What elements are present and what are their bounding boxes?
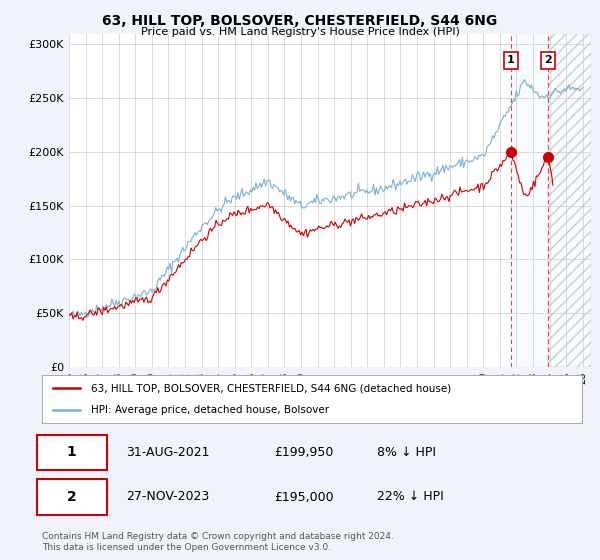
FancyBboxPatch shape [37, 479, 107, 515]
Bar [511, 34, 548, 367]
Text: £195,000: £195,000 [274, 491, 334, 503]
Text: £199,950: £199,950 [274, 446, 334, 459]
Text: 31-AUG-2021: 31-AUG-2021 [126, 446, 209, 459]
Text: 27-NOV-2023: 27-NOV-2023 [126, 491, 209, 503]
Text: 2: 2 [544, 55, 552, 66]
Text: 63, HILL TOP, BOLSOVER, CHESTERFIELD, S44 6NG (detached house): 63, HILL TOP, BOLSOVER, CHESTERFIELD, S4… [91, 383, 451, 393]
Text: 1: 1 [507, 55, 515, 66]
Bar [548, 34, 591, 367]
Text: HPI: Average price, detached house, Bolsover: HPI: Average price, detached house, Bols… [91, 405, 329, 415]
Text: 63, HILL TOP, BOLSOVER, CHESTERFIELD, S44 6NG: 63, HILL TOP, BOLSOVER, CHESTERFIELD, S4… [103, 14, 497, 28]
Text: Price paid vs. HM Land Registry's House Price Index (HPI): Price paid vs. HM Land Registry's House … [140, 27, 460, 37]
Bar [548, 34, 591, 367]
FancyBboxPatch shape [37, 435, 107, 470]
Bar [548, 34, 591, 367]
Text: 22% ↓ HPI: 22% ↓ HPI [377, 491, 443, 503]
Text: 8% ↓ HPI: 8% ↓ HPI [377, 446, 436, 459]
Text: 2: 2 [67, 490, 77, 504]
Text: Contains HM Land Registry data © Crown copyright and database right 2024.
This d: Contains HM Land Registry data © Crown c… [42, 532, 394, 552]
Text: 1: 1 [67, 445, 77, 459]
